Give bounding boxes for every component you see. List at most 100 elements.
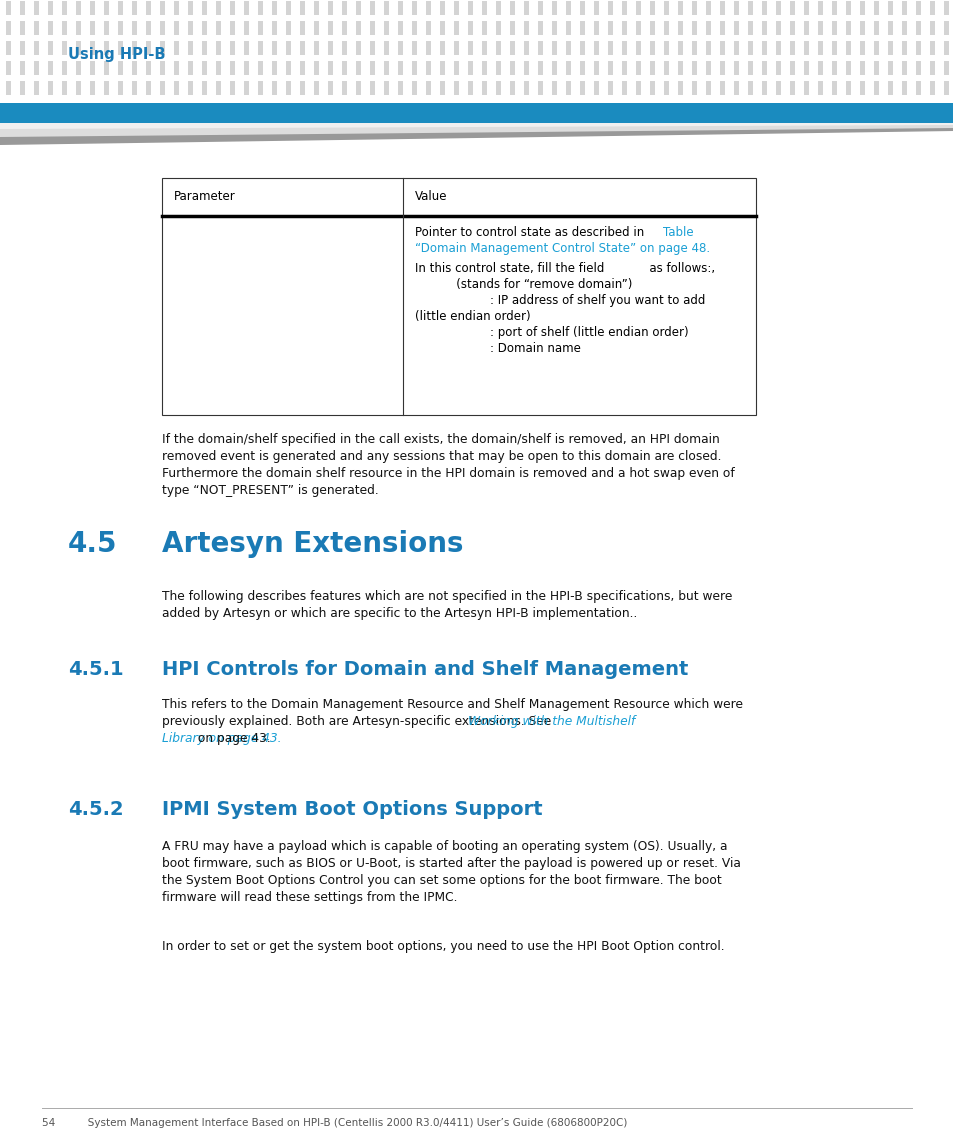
FancyBboxPatch shape: [272, 41, 276, 55]
FancyBboxPatch shape: [720, 61, 724, 76]
FancyBboxPatch shape: [943, 81, 948, 95]
FancyBboxPatch shape: [915, 81, 920, 95]
FancyBboxPatch shape: [873, 41, 878, 55]
FancyBboxPatch shape: [132, 81, 137, 95]
FancyBboxPatch shape: [636, 61, 640, 76]
FancyBboxPatch shape: [607, 21, 613, 35]
FancyBboxPatch shape: [943, 21, 948, 35]
FancyBboxPatch shape: [355, 1, 360, 15]
FancyBboxPatch shape: [579, 41, 584, 55]
Polygon shape: [0, 123, 953, 145]
FancyBboxPatch shape: [215, 41, 221, 55]
FancyBboxPatch shape: [579, 1, 584, 15]
FancyBboxPatch shape: [523, 21, 529, 35]
FancyBboxPatch shape: [705, 61, 710, 76]
FancyBboxPatch shape: [887, 41, 892, 55]
Polygon shape: [0, 123, 953, 129]
FancyBboxPatch shape: [733, 21, 739, 35]
FancyBboxPatch shape: [510, 81, 515, 95]
FancyBboxPatch shape: [705, 41, 710, 55]
FancyBboxPatch shape: [299, 1, 305, 15]
FancyBboxPatch shape: [887, 21, 892, 35]
FancyBboxPatch shape: [454, 61, 458, 76]
FancyBboxPatch shape: [257, 1, 263, 15]
FancyBboxPatch shape: [845, 41, 850, 55]
FancyBboxPatch shape: [341, 81, 347, 95]
FancyBboxPatch shape: [496, 41, 500, 55]
FancyBboxPatch shape: [552, 81, 557, 95]
FancyBboxPatch shape: [901, 21, 906, 35]
FancyBboxPatch shape: [636, 81, 640, 95]
FancyBboxPatch shape: [915, 21, 920, 35]
Text: 54          System Management Interface Based on HPI-B (Centellis 2000 R3.0/4411: 54 System Management Interface Based on …: [42, 1118, 627, 1128]
Text: Working with the Multishelf: Working with the Multishelf: [467, 714, 635, 728]
FancyBboxPatch shape: [230, 21, 234, 35]
FancyBboxPatch shape: [314, 61, 318, 76]
FancyBboxPatch shape: [663, 21, 668, 35]
FancyBboxPatch shape: [901, 1, 906, 15]
Text: : port of shelf (little endian order): : port of shelf (little endian order): [415, 326, 688, 339]
FancyBboxPatch shape: [173, 1, 179, 15]
FancyBboxPatch shape: [496, 1, 500, 15]
FancyBboxPatch shape: [426, 41, 431, 55]
FancyBboxPatch shape: [188, 81, 193, 95]
FancyBboxPatch shape: [90, 21, 95, 35]
Text: firmware will read these settings from the IPMC.: firmware will read these settings from t…: [162, 891, 457, 905]
FancyBboxPatch shape: [468, 1, 473, 15]
FancyBboxPatch shape: [370, 61, 375, 76]
FancyBboxPatch shape: [761, 21, 766, 35]
FancyBboxPatch shape: [384, 21, 389, 35]
FancyBboxPatch shape: [160, 1, 165, 15]
FancyBboxPatch shape: [468, 61, 473, 76]
FancyBboxPatch shape: [565, 61, 571, 76]
FancyBboxPatch shape: [496, 81, 500, 95]
FancyBboxPatch shape: [789, 1, 794, 15]
FancyBboxPatch shape: [873, 61, 878, 76]
Text: removed event is generated and any sessions that may be open to this domain are : removed event is generated and any sessi…: [162, 450, 720, 463]
FancyBboxPatch shape: [789, 41, 794, 55]
Text: Library on page 43.: Library on page 43.: [162, 732, 281, 745]
FancyBboxPatch shape: [146, 1, 151, 15]
FancyBboxPatch shape: [118, 41, 123, 55]
FancyBboxPatch shape: [34, 81, 39, 95]
FancyBboxPatch shape: [173, 61, 179, 76]
FancyBboxPatch shape: [481, 61, 486, 76]
FancyBboxPatch shape: [705, 21, 710, 35]
FancyBboxPatch shape: [244, 81, 249, 95]
FancyBboxPatch shape: [803, 21, 808, 35]
FancyBboxPatch shape: [775, 1, 781, 15]
FancyBboxPatch shape: [188, 1, 193, 15]
FancyBboxPatch shape: [510, 21, 515, 35]
FancyBboxPatch shape: [859, 81, 864, 95]
FancyBboxPatch shape: [761, 41, 766, 55]
FancyBboxPatch shape: [412, 61, 416, 76]
FancyBboxPatch shape: [636, 21, 640, 35]
FancyBboxPatch shape: [272, 1, 276, 15]
FancyBboxPatch shape: [901, 41, 906, 55]
FancyBboxPatch shape: [831, 61, 836, 76]
FancyBboxPatch shape: [146, 61, 151, 76]
FancyBboxPatch shape: [244, 1, 249, 15]
FancyBboxPatch shape: [118, 1, 123, 15]
FancyBboxPatch shape: [286, 1, 291, 15]
FancyBboxPatch shape: [244, 61, 249, 76]
FancyBboxPatch shape: [314, 81, 318, 95]
FancyBboxPatch shape: [803, 61, 808, 76]
FancyBboxPatch shape: [188, 61, 193, 76]
FancyBboxPatch shape: [649, 21, 655, 35]
FancyBboxPatch shape: [230, 1, 234, 15]
FancyBboxPatch shape: [160, 21, 165, 35]
FancyBboxPatch shape: [789, 81, 794, 95]
FancyBboxPatch shape: [817, 1, 822, 15]
FancyBboxPatch shape: [621, 21, 626, 35]
FancyBboxPatch shape: [705, 81, 710, 95]
FancyBboxPatch shape: [299, 41, 305, 55]
FancyBboxPatch shape: [426, 81, 431, 95]
FancyBboxPatch shape: [481, 41, 486, 55]
FancyBboxPatch shape: [929, 81, 934, 95]
FancyBboxPatch shape: [468, 81, 473, 95]
FancyBboxPatch shape: [733, 81, 739, 95]
FancyBboxPatch shape: [20, 21, 25, 35]
FancyBboxPatch shape: [943, 41, 948, 55]
FancyBboxPatch shape: [887, 1, 892, 15]
